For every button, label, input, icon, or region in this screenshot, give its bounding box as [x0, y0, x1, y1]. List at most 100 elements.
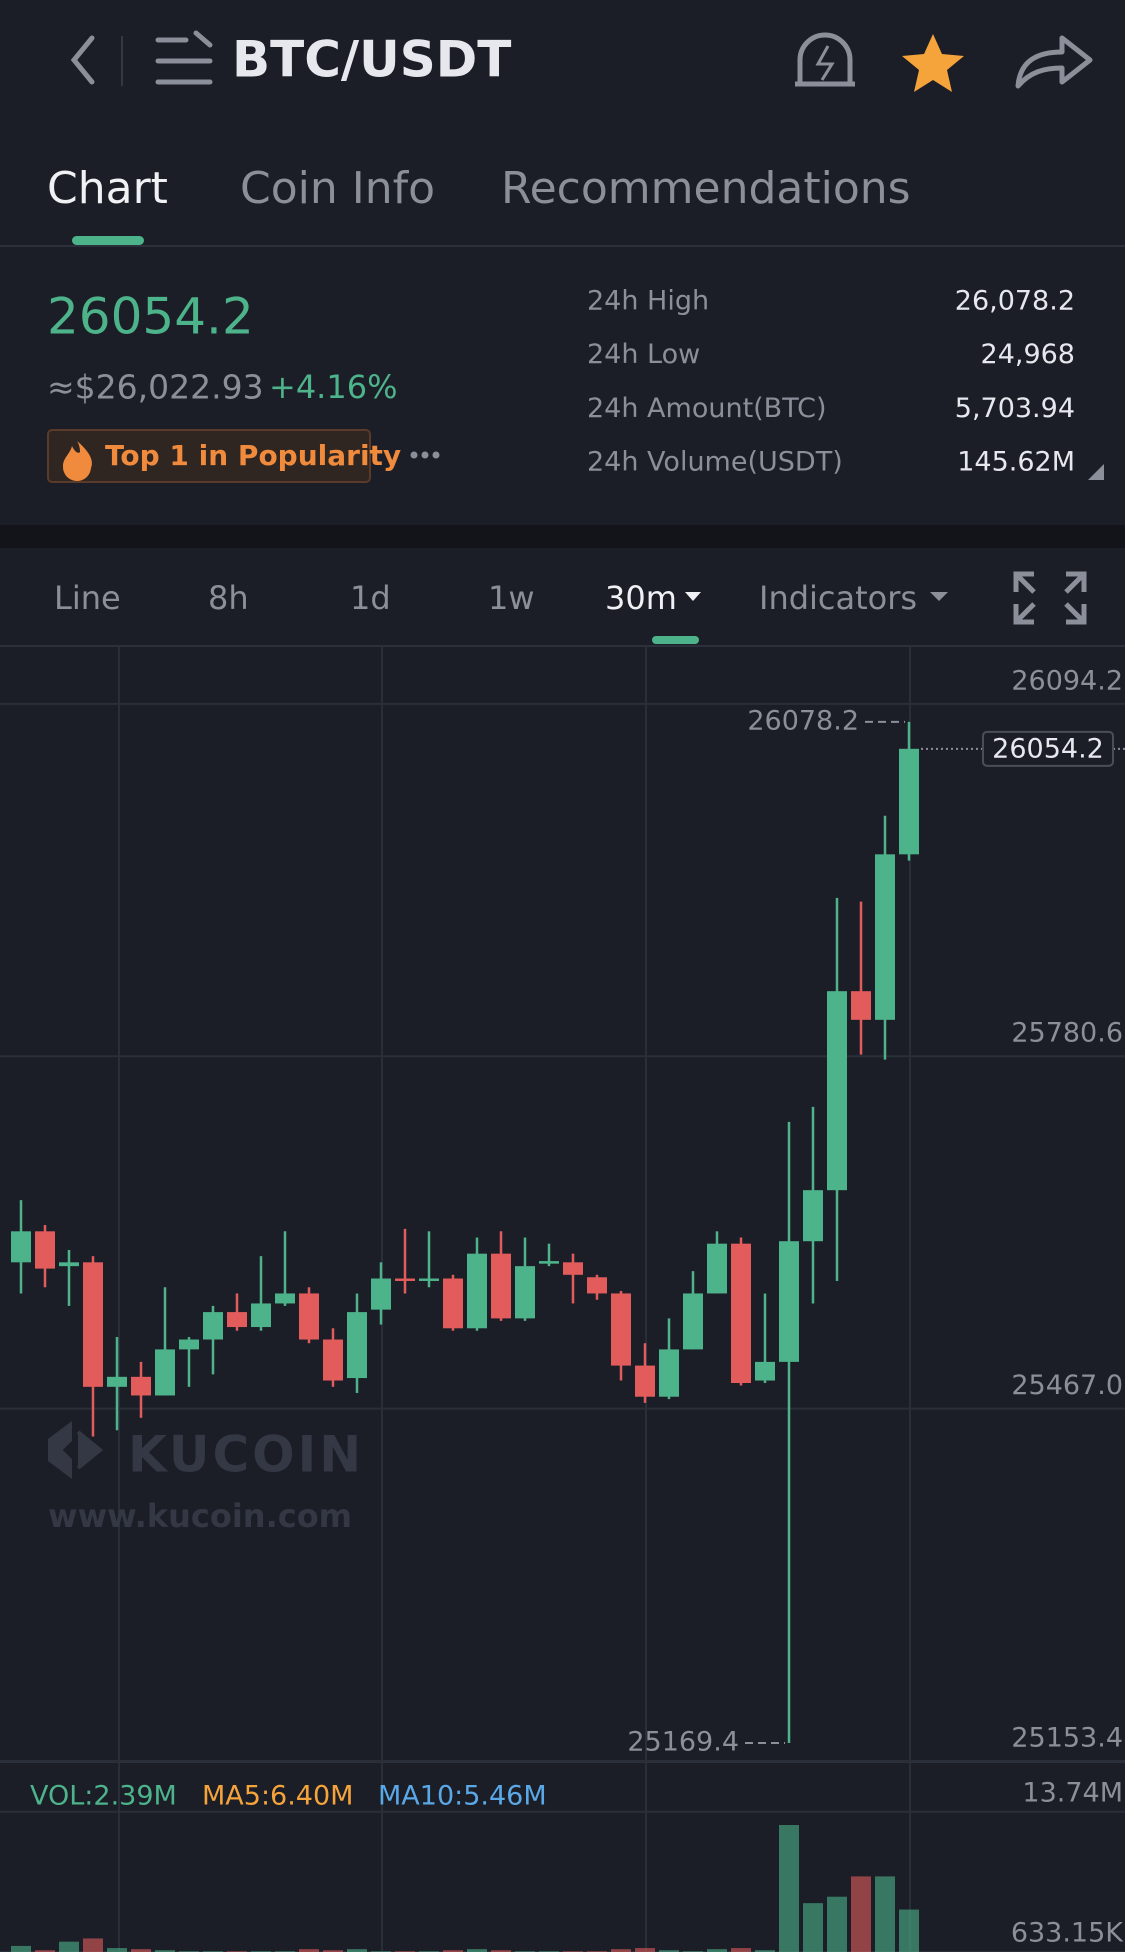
- volume-bar: [491, 1950, 511, 1952]
- stat-label: 24h High: [587, 286, 709, 317]
- candle-body: [443, 1278, 463, 1329]
- candle-body: [155, 1349, 175, 1396]
- candle-body: [179, 1339, 199, 1350]
- vol-label: VOL:2.39M: [30, 1781, 177, 1812]
- volume-bar: [659, 1950, 679, 1952]
- volume-bar: [635, 1948, 655, 1952]
- candle-body: [347, 1312, 367, 1379]
- dropdown-arrow: [930, 592, 948, 601]
- candle-body: [35, 1231, 55, 1269]
- interval-button[interactable]: 1d: [350, 579, 391, 617]
- volume-bar: [899, 1909, 919, 1952]
- corner-mark: [1088, 464, 1104, 480]
- menu-icon[interactable]: [155, 30, 213, 85]
- y-tick-label: 25467.0: [1011, 1370, 1123, 1401]
- volume-bar: [731, 1948, 751, 1952]
- tab[interactable]: Recommendations: [501, 163, 911, 214]
- fire-icon: [62, 441, 92, 482]
- candle-body: [59, 1262, 79, 1267]
- candle-body: [899, 748, 919, 855]
- y-tick-label: 25780.6: [1011, 1018, 1123, 1049]
- candle-body: [779, 1241, 799, 1362]
- y-tick-label: 633.15K: [1011, 1918, 1124, 1949]
- badge-text: Top 1 in Popularity: [105, 439, 401, 472]
- volume-bar: [875, 1876, 895, 1952]
- usd-price: ≈$26,022.93: [47, 368, 264, 407]
- stat-label: 24h Amount(BTC): [587, 393, 827, 424]
- volume-bar: [11, 1945, 31, 1952]
- interval-indicator: [652, 636, 699, 644]
- ma5-label: MA5:6.40M: [202, 1781, 353, 1812]
- high-label: 26078.2: [747, 705, 859, 736]
- section-gap: [0, 525, 1125, 548]
- watermark-logo: [48, 1421, 104, 1479]
- candle-body: [11, 1231, 31, 1263]
- last-price-label: 26054.2: [992, 733, 1104, 764]
- volume-bar: [299, 1949, 319, 1952]
- volume-bar: [779, 1825, 799, 1952]
- candle-body: [275, 1293, 295, 1304]
- tab-active[interactable]: Chart: [47, 163, 168, 214]
- volume-bar: [851, 1876, 871, 1952]
- back-button[interactable]: [70, 35, 95, 85]
- candle-body: [299, 1293, 319, 1340]
- stat-value: 5,703.94: [955, 393, 1075, 424]
- candle-body: [395, 1278, 415, 1281]
- candle-body: [635, 1365, 655, 1397]
- volume-bar: [707, 1949, 727, 1952]
- candle-body: [755, 1361, 775, 1381]
- dropdown-arrow: [685, 592, 701, 601]
- interval-button[interactable]: 1w: [488, 579, 535, 617]
- ma10-label: MA10:5.46M: [378, 1781, 547, 1812]
- last-price: 26054.2: [47, 288, 254, 346]
- more-button[interactable]: [410, 451, 440, 459]
- candle-body: [875, 854, 895, 1020]
- volume-bar: [155, 1950, 175, 1952]
- tab[interactable]: Coin Info: [240, 163, 435, 214]
- change: +4.16%: [269, 368, 397, 406]
- share-icon[interactable]: [1015, 35, 1093, 89]
- interval-button[interactable]: 30m: [605, 579, 677, 617]
- stat-label: 24h Volume(USDT): [587, 447, 843, 478]
- pair-title: BTC/USDT: [232, 31, 511, 89]
- candle-body: [611, 1293, 631, 1366]
- interval-button[interactable]: Line: [54, 579, 121, 617]
- candle-body: [659, 1349, 679, 1397]
- volume-bar: [827, 1896, 847, 1952]
- volume-bar: [131, 1949, 151, 1952]
- candle-body: [251, 1303, 271, 1328]
- volume-bar: [347, 1949, 367, 1952]
- interval-button[interactable]: Indicators: [759, 579, 917, 617]
- y-tick-label: 25153.4: [1011, 1723, 1123, 1754]
- candle-body: [83, 1262, 103, 1387]
- stat-label: 24h Low: [587, 339, 700, 370]
- badge[interactable]: [47, 429, 371, 483]
- candle-body: [515, 1266, 535, 1319]
- stat-value: 145.62M: [957, 447, 1075, 478]
- candle-body: [539, 1261, 559, 1264]
- alert-icon[interactable]: [795, 32, 855, 87]
- volume-bar: [107, 1948, 127, 1952]
- volume-bar: [59, 1941, 79, 1952]
- fullscreen-button[interactable]: [1013, 571, 1087, 625]
- volume-bar: [83, 1938, 103, 1952]
- candle-body: [203, 1312, 223, 1340]
- low-label: 25169.4: [627, 1727, 739, 1758]
- interval-button[interactable]: 8h: [208, 579, 249, 617]
- candle-body: [803, 1190, 823, 1242]
- candle-body: [419, 1278, 439, 1281]
- volume-bar: [803, 1903, 823, 1952]
- stat-value: 24,968: [981, 339, 1075, 370]
- candle-body: [131, 1376, 151, 1396]
- candle-body: [587, 1277, 607, 1294]
- y-tick-label: 13.74M: [1022, 1777, 1123, 1808]
- candle-body: [851, 991, 871, 1020]
- candle-body: [107, 1376, 127, 1387]
- volume-bar: [755, 1950, 775, 1952]
- candle-body: [227, 1312, 247, 1328]
- volume-bar: [467, 1949, 487, 1952]
- candle-body: [467, 1253, 487, 1329]
- favorite-star[interactable]: [902, 34, 964, 92]
- volume-bar: [443, 1950, 463, 1952]
